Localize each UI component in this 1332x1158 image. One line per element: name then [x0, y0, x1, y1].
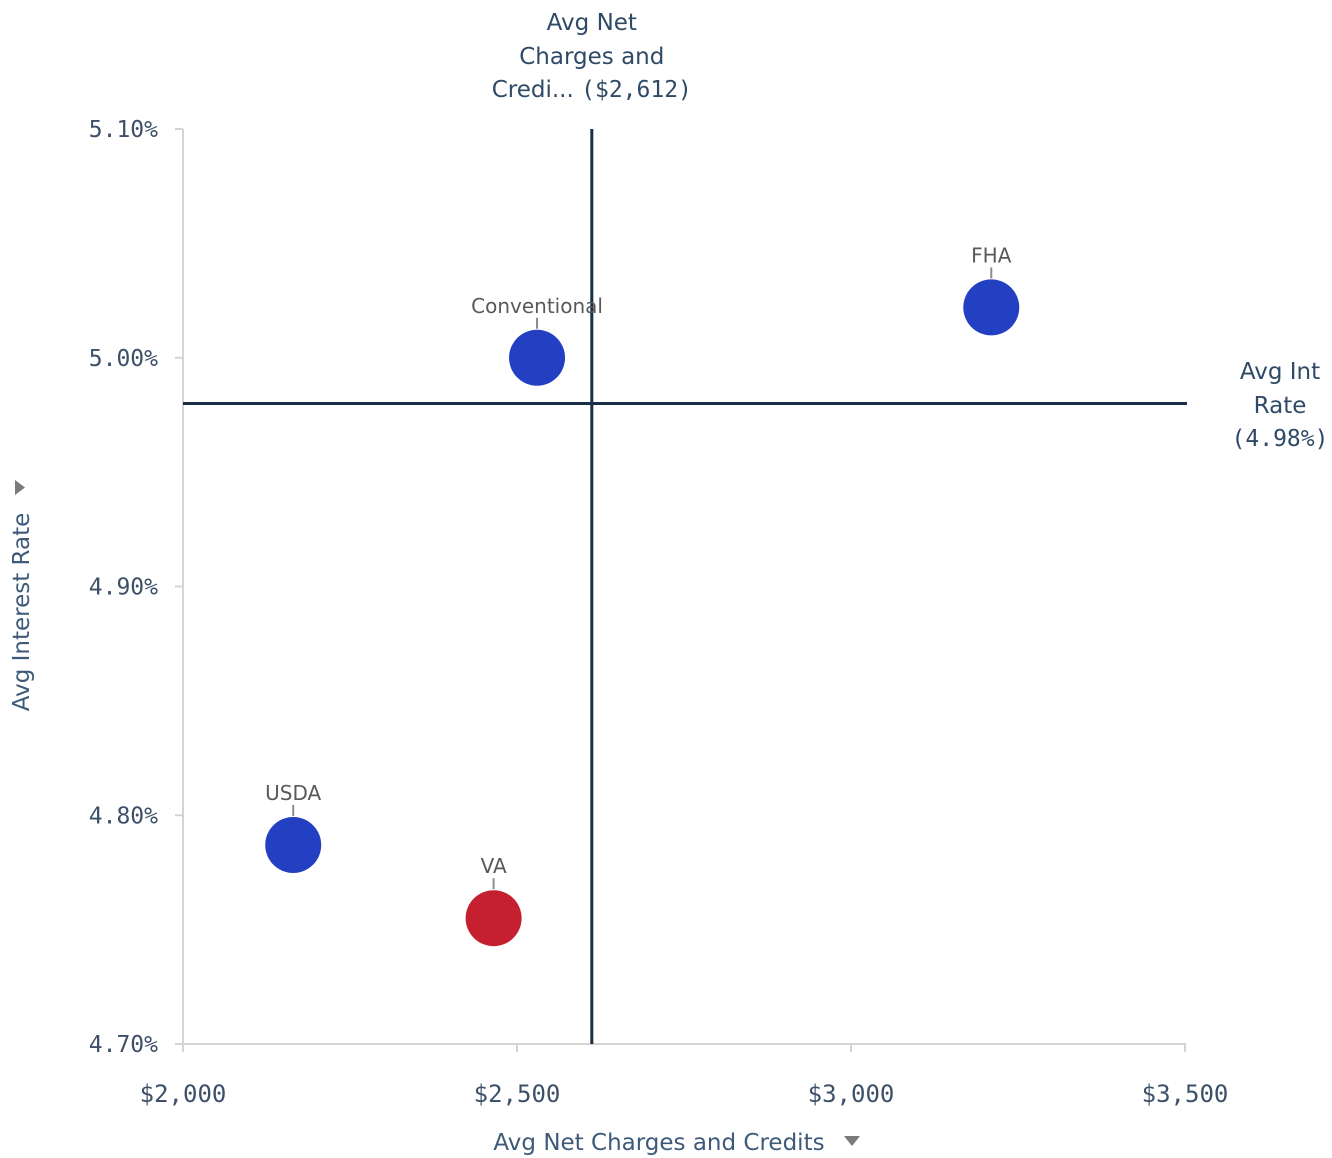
reference-lines: Avg Net Charges and Credi... ($2,612) Avg I…	[183, 10, 1328, 1044]
data-points: Conventional FHA USDA VA	[265, 243, 1020, 947]
y-tick-label: 5.00%	[89, 346, 158, 372]
point-marker[interactable]	[465, 890, 522, 947]
y-reference-label-line: Rate	[1254, 393, 1307, 419]
y-reference-label: Avg Int Rate (4.98%)	[1232, 359, 1329, 452]
caret-down-icon[interactable]	[844, 1136, 860, 1146]
y-reference-label-line: Avg Int	[1240, 359, 1320, 385]
axis-titles: Avg Net Charges and Credits Avg Interest …	[9, 480, 860, 1156]
y-axis-title[interactable]: Avg Interest Rate	[9, 513, 35, 712]
caret-right-icon[interactable]	[15, 480, 25, 495]
y-tick-label: 5.10%	[89, 117, 158, 143]
point-va[interactable]: VA	[465, 854, 522, 947]
x-tick-label: $3,500	[1142, 1080, 1229, 1108]
x-reference-label-line: Avg Net	[547, 10, 637, 36]
point-marker[interactable]	[963, 279, 1020, 336]
x-axis-title-dropdown[interactable]: Avg Net Charges and Credits	[493, 1130, 860, 1156]
point-label: FHA	[971, 243, 1012, 267]
point-conventional[interactable]: Conventional	[471, 294, 603, 386]
x-reference-label: Avg Net Charges and Credi... ($2,612)	[492, 10, 692, 103]
x-reference-label-line: Charges and	[519, 44, 664, 70]
y-tick-label: 4.80%	[89, 803, 158, 829]
axes: 4.70% 4.80% 4.90% 5.00% 5.10% $2,000 $2,500 $3,…	[89, 117, 1229, 1108]
y-axis-title-dropdown[interactable]: Avg Interest Rate	[9, 480, 35, 711]
y-tick-label: 4.70%	[89, 1032, 158, 1058]
x-tick-label: $3,000	[808, 1080, 895, 1108]
x-reference-value: ($2,612)	[581, 77, 692, 103]
x-axis-title[interactable]: Avg Net Charges and Credits	[493, 1130, 824, 1156]
point-label: USDA	[265, 781, 321, 805]
point-marker[interactable]	[509, 329, 566, 386]
point-fha[interactable]: FHA	[963, 243, 1020, 336]
point-marker[interactable]	[265, 816, 322, 873]
point-usda[interactable]: USDA	[265, 781, 322, 873]
x-reference-label-line: Credi... ($2,612)	[492, 77, 692, 103]
x-tick-label: $2,000	[140, 1080, 227, 1108]
y-tick-label: 4.90%	[89, 575, 158, 601]
point-label: Conventional	[471, 294, 603, 318]
y-reference-value: (4.98%)	[1232, 426, 1329, 452]
x-tick-label: $2,500	[474, 1080, 561, 1108]
x-reference-label-tail: Credi...	[492, 77, 581, 103]
point-label: VA	[481, 854, 507, 878]
